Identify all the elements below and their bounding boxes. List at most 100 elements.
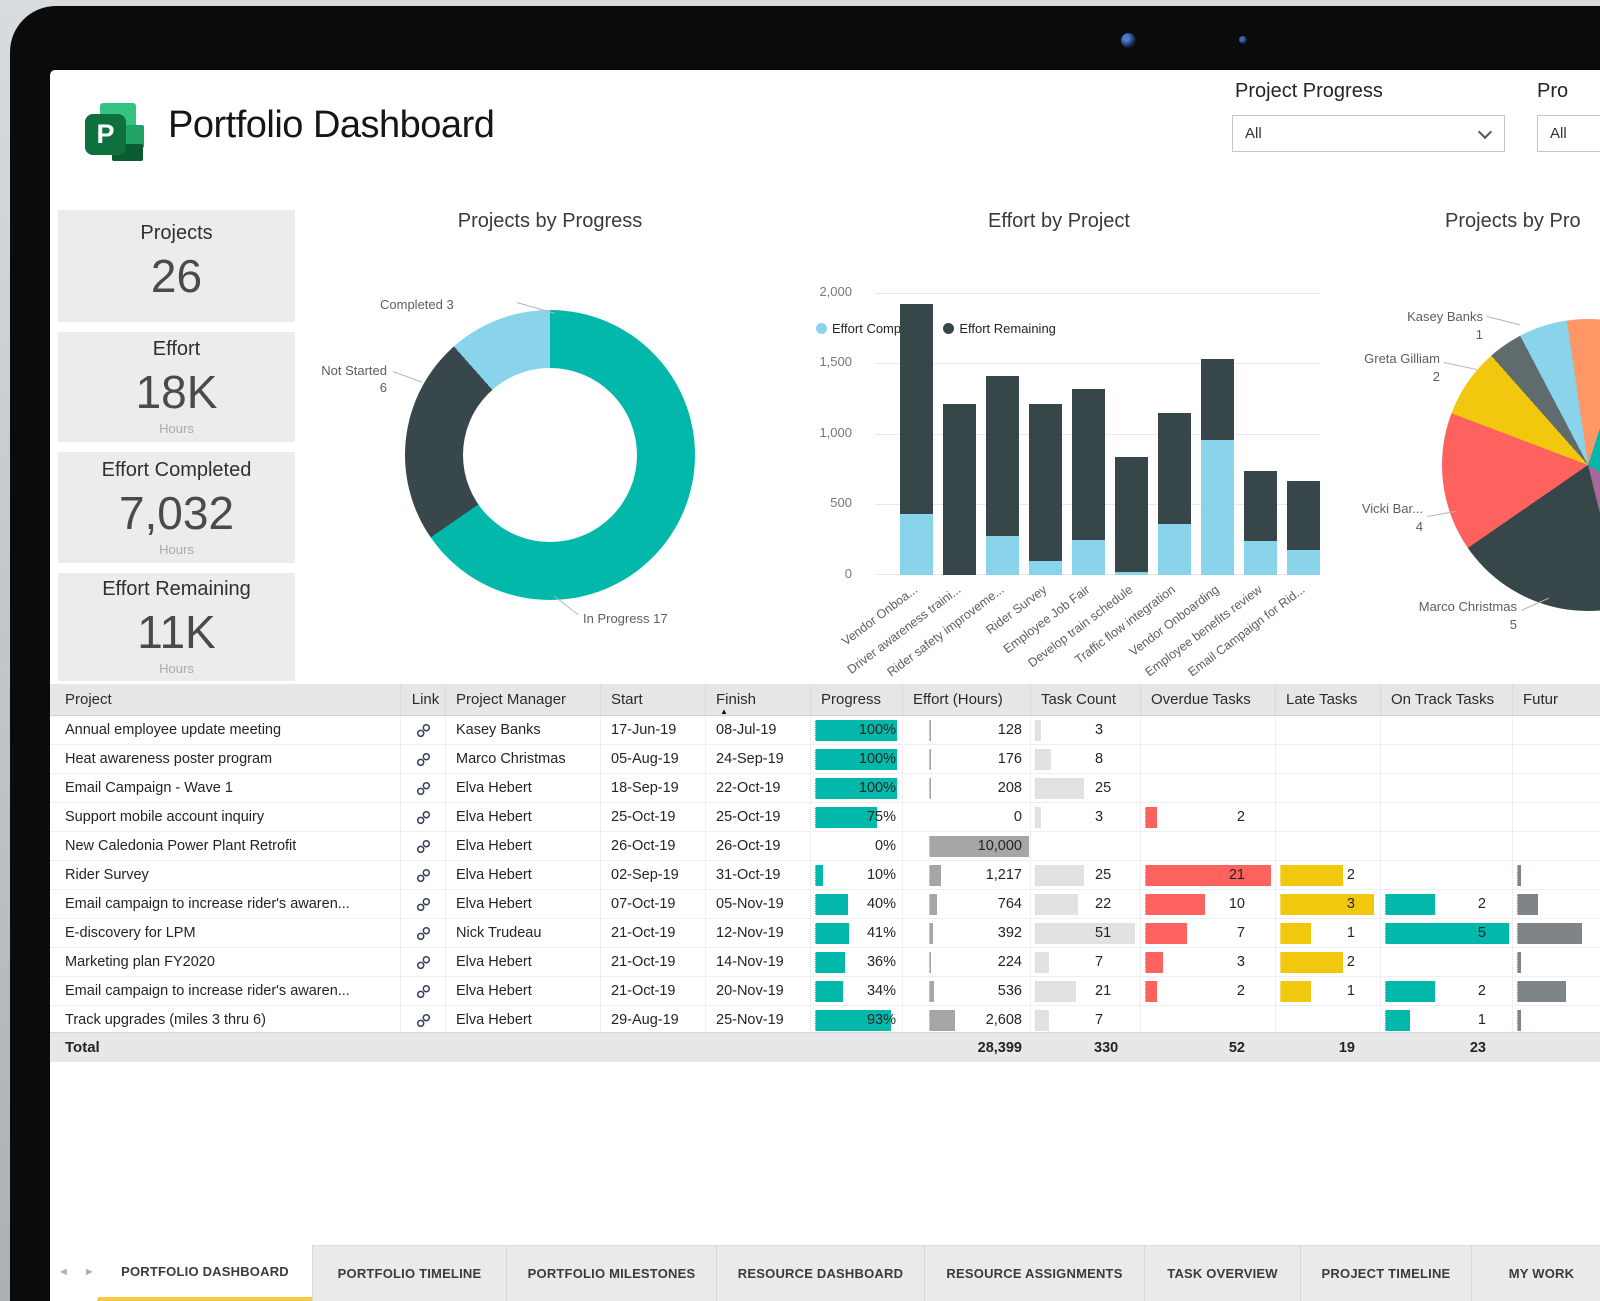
cell-overdue-tasks — [1140, 774, 1275, 802]
link-icon[interactable] — [416, 810, 431, 825]
table-row[interactable]: Email Campaign - Wave 1 Elva Hebert 18-Sep… — [50, 774, 1600, 803]
cell-link — [400, 890, 445, 918]
col-header-link[interactable]: Link — [400, 684, 445, 715]
dropdown-value: All — [1245, 125, 1262, 142]
stacked-bar[interactable] — [943, 404, 976, 575]
cell-task-count: 51 — [1030, 919, 1140, 947]
legend-dot-icon — [943, 323, 955, 334]
cell-progress: 100% — [810, 774, 902, 802]
bar-segment-remaining — [1029, 404, 1062, 561]
link-icon[interactable] — [416, 868, 431, 883]
col-header-task-count[interactable]: Task Count — [1030, 684, 1140, 715]
link-icon[interactable] — [416, 1013, 431, 1028]
donut-chart[interactable] — [405, 310, 695, 600]
stacked-bar[interactable] — [1287, 480, 1320, 575]
cell-start: 26-Oct-19 — [600, 832, 705, 860]
col-header-finish[interactable]: Finish ▲ — [705, 684, 810, 716]
y-axis-tick: 0 — [844, 566, 852, 581]
tab-portfolio-timeline[interactable]: PORTFOLIO TIMELINE — [312, 1245, 506, 1301]
stacked-bar[interactable] — [900, 304, 933, 575]
chevron-down-icon — [1477, 124, 1493, 140]
tab-my-work[interactable]: MY WORK — [1471, 1245, 1600, 1301]
cell-future-tasks — [1512, 803, 1600, 831]
bar-plot — [875, 293, 1320, 575]
data-bar — [1035, 894, 1079, 915]
cell-start: 07-Oct-19 — [600, 890, 705, 918]
data-bar — [1145, 894, 1205, 915]
table-row[interactable]: Heat awareness poster program Marco Chris… — [50, 745, 1600, 774]
col-header-overdue-tasks[interactable]: Overdue Tasks — [1140, 684, 1275, 715]
cell-project-manager: Elva Hebert — [445, 1006, 600, 1032]
project-progress-dropdown[interactable]: All — [1232, 115, 1505, 152]
table-row[interactable]: E-discovery for LPM Nick Trudeau 21-Oct-19… — [50, 919, 1600, 948]
col-header-on-track-tasks[interactable]: On Track Tasks — [1380, 684, 1512, 715]
table-row[interactable]: Track upgrades (miles 3 thru 6) Elva Hebe… — [50, 1006, 1600, 1032]
col-header-project-manager[interactable]: Project Manager — [445, 684, 600, 715]
stacked-bar[interactable] — [1072, 388, 1105, 575]
table-row[interactable]: New Caledonia Power Plant Retrofit Elva H… — [50, 832, 1600, 861]
project-manager-dropdown[interactable]: All — [1537, 115, 1600, 152]
table-row[interactable]: Marketing plan FY2020 Elva Hebert 21-Oct-1… — [50, 948, 1600, 977]
pie-label-vicki: Vicki Bar... 4 — [1361, 501, 1423, 534]
link-icon[interactable] — [416, 723, 431, 738]
donut-label-not-started: Not Started 6 — [321, 363, 387, 395]
link-icon[interactable] — [416, 955, 431, 970]
table-row[interactable]: Annual employee update meeting Kasey Bank… — [50, 716, 1600, 745]
stacked-bar[interactable] — [1115, 456, 1148, 575]
tab-portfolio-dashboard[interactable]: PORTFOLIO DASHBOARD — [97, 1245, 312, 1301]
tab-task-overview[interactable]: TASK OVERVIEW — [1144, 1245, 1300, 1301]
table-row[interactable]: Rider Survey Elva Hebert 02-Sep-19 31-Oct-1… — [50, 861, 1600, 890]
cell-project: Support mobile account inquiry — [65, 809, 265, 825]
cell-project-manager: Elva Hebert — [445, 803, 600, 831]
col-header-progress[interactable]: Progress — [810, 684, 902, 715]
cell-overdue-tasks — [1140, 1006, 1275, 1032]
tab-portfolio-milestones[interactable]: PORTFOLIO MILESTONES — [506, 1245, 716, 1301]
col-header-start[interactable]: Start — [600, 684, 705, 715]
bar-segment-remaining — [1201, 359, 1234, 440]
gridline — [875, 293, 1320, 294]
tab-resource-dashboard[interactable]: RESOURCE DASHBOARD — [716, 1245, 924, 1301]
bar-segment-completed — [900, 514, 933, 575]
gridline — [875, 363, 1320, 364]
cell-on-track-tasks — [1380, 803, 1512, 831]
cell-task-count — [1030, 832, 1140, 860]
data-bar — [1280, 952, 1343, 973]
stacked-bar[interactable] — [1029, 404, 1062, 575]
link-icon[interactable] — [416, 984, 431, 999]
link-icon[interactable] — [416, 752, 431, 767]
table-row[interactable]: Support mobile account inquiry Elva Heber… — [50, 803, 1600, 832]
link-icon[interactable] — [416, 897, 431, 912]
col-header-future-tasks[interactable]: Futur — [1512, 684, 1600, 715]
data-bar — [929, 865, 942, 886]
data-bar — [929, 749, 931, 770]
project-app-icon: P — [85, 103, 145, 163]
stacked-bar[interactable] — [1201, 359, 1234, 575]
data-bar — [815, 778, 897, 799]
tabs-next-arrow-icon[interactable]: ► — [84, 1266, 95, 1278]
stacked-bar[interactable] — [1158, 412, 1191, 575]
link-icon[interactable] — [416, 839, 431, 854]
table-row[interactable]: Email campaign to increase rider's aware… — [50, 977, 1600, 1006]
cell-task-count: 3 — [1030, 716, 1140, 744]
bar-segment-remaining — [1072, 388, 1105, 540]
col-header-project[interactable]: Project — [65, 691, 112, 708]
table-row[interactable]: Email campaign to increase rider's aware… — [50, 890, 1600, 919]
y-axis-tick: 1,000 — [819, 425, 852, 440]
data-bar — [1517, 923, 1582, 944]
cell-link — [400, 1006, 445, 1032]
legend-item-remaining[interactable]: Effort Remaining — [943, 321, 1056, 336]
tabs-prev-arrow-icon[interactable]: ◄ — [58, 1266, 69, 1278]
cell-project-manager: Elva Hebert — [445, 861, 600, 889]
cell-finish: 05-Nov-19 — [705, 890, 810, 918]
col-header-effort[interactable]: Effort (Hours) — [902, 684, 1030, 715]
tab-resource-assignments[interactable]: RESOURCE ASSIGNMENTS — [924, 1245, 1144, 1301]
link-icon[interactable] — [416, 781, 431, 796]
cell-effort: 10,000 — [902, 832, 1030, 860]
stacked-bar[interactable] — [986, 376, 1019, 575]
link-icon[interactable] — [416, 926, 431, 941]
tab-project-timeline[interactable]: PROJECT TIMELINE — [1300, 1245, 1471, 1301]
col-header-late-tasks[interactable]: Late Tasks — [1275, 684, 1380, 715]
pie-chart[interactable] — [1442, 319, 1600, 611]
stacked-bar[interactable] — [1244, 470, 1277, 575]
